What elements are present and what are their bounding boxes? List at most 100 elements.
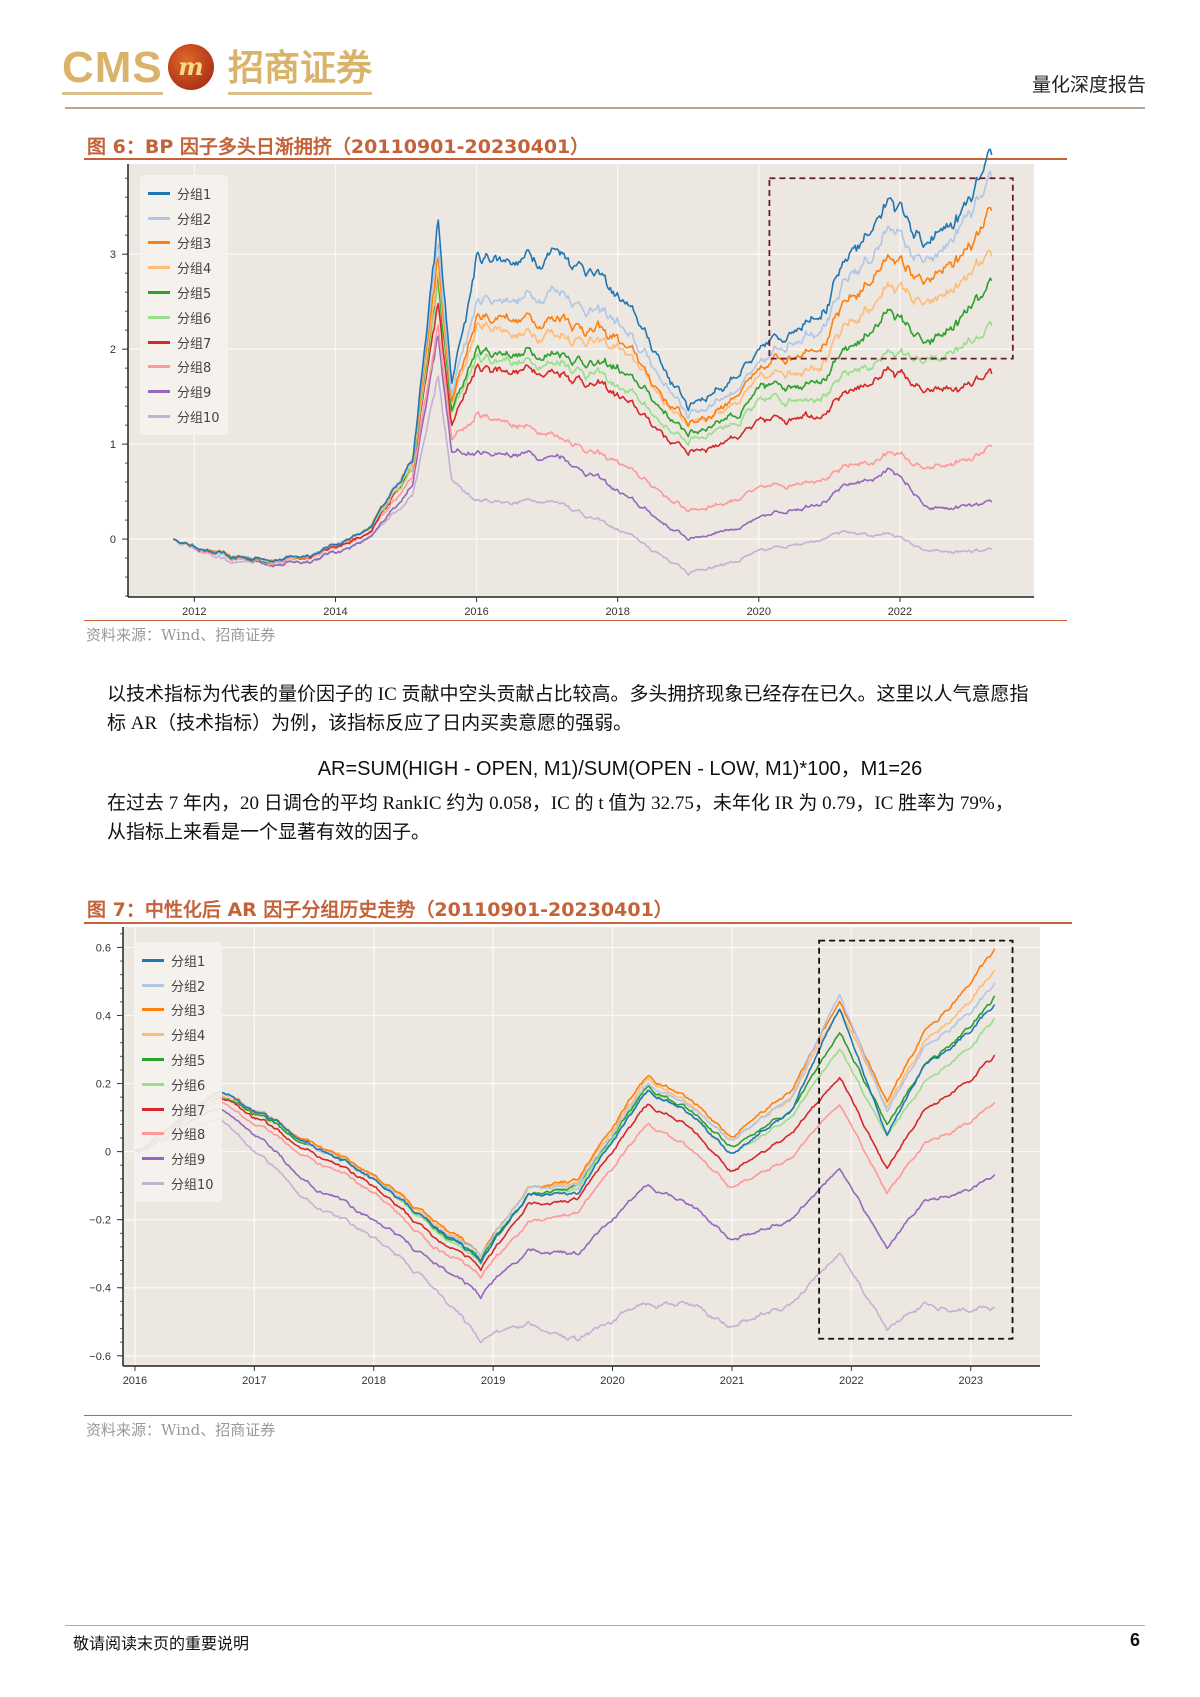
legend-label: 分组4 (171, 1029, 206, 1045)
report-type: 量化深度报告 (1031, 74, 1146, 96)
legend-swatch (142, 1033, 164, 1037)
legend-item: 分组5 (148, 280, 220, 305)
paragraph1-line1: 以技术指标为代表的量价因子的 IC 贡献中空头贡献占比较高。多头拥挤现象已经存在… (107, 684, 1029, 705)
highlight-box (818, 939, 1014, 1340)
legend-item: 分组10 (148, 404, 220, 429)
legend-item: 分组8 (148, 355, 220, 380)
y-tick-label: 0.6 (96, 942, 111, 954)
figure7-title-rule (84, 922, 1072, 924)
legend-swatch (148, 340, 170, 344)
paragraph2-line2: 从指标上来看是一个显著有效的因子。 (107, 822, 431, 843)
figure7-chart: 2016 2017 2018 2019 2020 2021 2022 2023 0.6 0.4 0.… (80, 925, 1050, 1387)
legend-swatch (148, 266, 170, 270)
legend-item: 分组8 (142, 1122, 214, 1147)
x-tick-label: 2012 (182, 606, 206, 618)
legend-swatch (142, 1182, 164, 1186)
highlight-box (768, 177, 1014, 360)
legend-label: 分组3 (177, 237, 212, 253)
legend-swatch (148, 191, 170, 195)
figure7-title: 图 7：中性化后 AR 因子分组历史走势（20110901-20230401） (87, 899, 673, 921)
series-line-7 (134, 1054, 996, 1272)
x-tick-label: 2014 (323, 606, 347, 618)
x-tick-label: 2016 (123, 1375, 147, 1387)
legend-swatch (142, 1008, 164, 1012)
header-divider (65, 107, 1145, 109)
legend-label: 分组3 (171, 1004, 206, 1020)
series-line-9 (172, 335, 993, 568)
x-tick-label: 2022 (888, 606, 912, 618)
x-tick-label: 2016 (464, 606, 488, 618)
paragraph2-line1: 在过去 7 年内，20 日调仓的平均 RankIC 约为 0.058，IC 的 … (107, 793, 1014, 814)
legend-label: 分组2 (171, 979, 206, 995)
legend-swatch (148, 216, 170, 220)
legend-item: 分组3 (142, 998, 214, 1023)
logo-badge-icon: m (168, 44, 214, 90)
y-tick-label: 0.4 (96, 1010, 111, 1022)
legend-swatch (142, 1157, 164, 1161)
legend-label: 分组5 (171, 1054, 206, 1070)
plot-area (123, 927, 1040, 1366)
legend-swatch (148, 241, 170, 245)
legend-label: 分组4 (177, 262, 212, 278)
legend-swatch (142, 958, 164, 962)
y-tick-label: 2 (110, 344, 116, 356)
y-tick-label: 3 (110, 249, 116, 261)
legend-label: 分组2 (177, 212, 212, 228)
legend-label: 分组8 (177, 361, 212, 377)
figure6-chart: 2012 2014 2016 2018 2020 2022 0 1 2 3 分组1 分组2 分组3 分组4… (80, 148, 1050, 618)
x-tick-label: 2018 (362, 1375, 386, 1387)
legend-label: 分组10 (171, 1178, 214, 1194)
legend-item: 分组1 (142, 948, 214, 973)
legend-item: 分组2 (148, 206, 220, 231)
y-tick-label: −0.6 (89, 1351, 111, 1363)
legend-item: 分组9 (142, 1146, 214, 1171)
legend-label: 分组7 (177, 336, 212, 352)
legend-item: 分组6 (142, 1072, 214, 1097)
legend-swatch (142, 983, 164, 987)
y-tick-label: −0.2 (89, 1215, 111, 1227)
logo-company-name: 招商证券 (228, 44, 373, 95)
chart-legend: 分组1 分组2 分组3 分组4 分组5 分组6 分组7 分组8 分组9 分组10 (140, 175, 228, 435)
y-tick-label: 1 (110, 439, 116, 451)
legend-item: 分组4 (142, 1022, 214, 1047)
figure6-title-rule (84, 158, 1067, 160)
y-tick-label: 0 (105, 1147, 111, 1159)
y-tick-label: 0.2 (96, 1079, 111, 1091)
legend-label: 分组9 (177, 386, 212, 402)
legend-item: 分组2 (142, 973, 214, 998)
legend-swatch (142, 1058, 164, 1062)
chart-svg: 2016 2017 2018 2019 2020 2021 2022 2023 0.6 0.4 0.… (89, 927, 1040, 1387)
legend-swatch (142, 1107, 164, 1111)
legend-item: 分组5 (142, 1047, 214, 1072)
figure7-source-rule (84, 1415, 1072, 1416)
series-line-5 (134, 995, 996, 1262)
legend-item: 分组7 (142, 1097, 214, 1122)
figure7-source: 资料来源：Wind、招商证券 (86, 1421, 276, 1439)
legend-swatch (142, 1132, 164, 1136)
legend-label: 分组9 (171, 1153, 206, 1169)
legend-item: 分组9 (148, 379, 220, 404)
ar-formula: AR=SUM(HIGH - OPEN, M1)/SUM(OPEN - LOW, … (317, 758, 923, 780)
paragraph1-line2: 标 AR（技术指标）为例，该指标反应了日内买卖意愿的强弱。 (107, 713, 633, 734)
series-line-8 (134, 1101, 996, 1279)
legend-label: 分组10 (177, 411, 220, 427)
legend-label: 分组1 (171, 954, 206, 970)
legend-label: 分组7 (171, 1103, 206, 1119)
series-line-1 (172, 148, 993, 563)
y-tick-label: 0 (110, 534, 116, 546)
legend-swatch (148, 390, 170, 394)
series-line-9 (134, 1108, 996, 1300)
x-tick-label: 2022 (839, 1375, 863, 1387)
legend-swatch (148, 315, 170, 319)
series-line-8 (172, 324, 993, 566)
x-tick-label: 2020 (747, 606, 771, 618)
figure6-source: 资料来源：Wind、招商证券 (86, 626, 276, 644)
series-line-10 (134, 1117, 996, 1344)
legend-label: 分组1 (177, 187, 212, 203)
legend-item: 分组6 (148, 305, 220, 330)
legend-label: 分组8 (171, 1128, 206, 1144)
x-tick-label: 2021 (720, 1375, 744, 1387)
legend-item: 分组4 (148, 255, 220, 280)
series-line-7 (172, 302, 993, 563)
footer-disclaimer: 敬请阅读末页的重要说明 (73, 1634, 250, 1653)
